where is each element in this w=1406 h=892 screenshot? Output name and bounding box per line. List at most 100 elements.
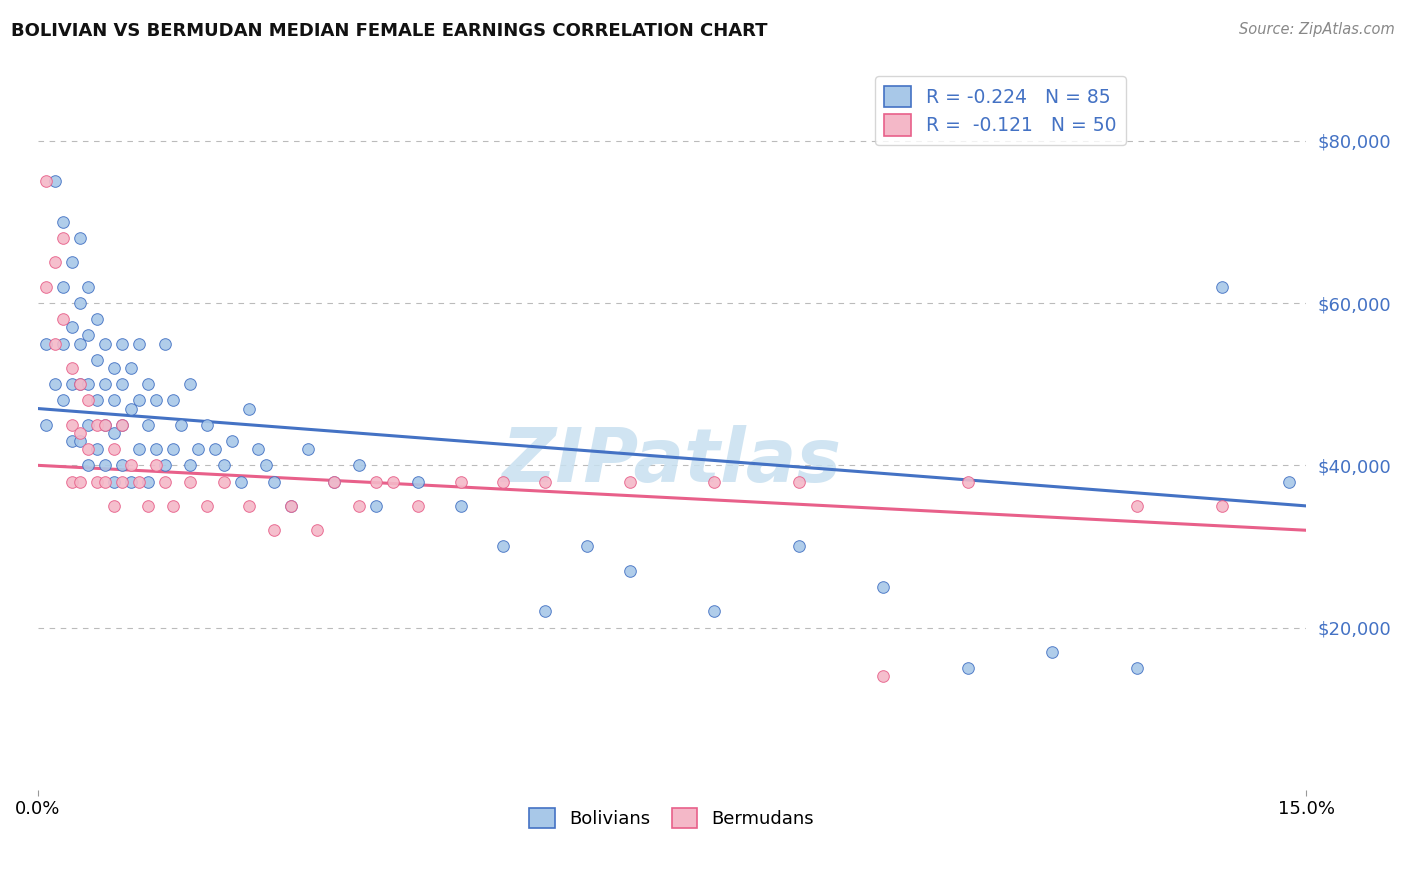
- Point: [179, 458, 201, 473]
- Point: [1126, 661, 1149, 675]
- Point: [44, 377, 66, 392]
- Point: [956, 661, 979, 675]
- Point: [77, 417, 100, 432]
- Point: [120, 401, 142, 416]
- Point: [128, 442, 150, 456]
- Point: [77, 393, 100, 408]
- Point: [103, 499, 125, 513]
- Point: [103, 475, 125, 489]
- Point: [956, 475, 979, 489]
- Point: [254, 458, 277, 473]
- Point: [60, 417, 83, 432]
- Point: [364, 499, 387, 513]
- Point: [305, 523, 328, 537]
- Point: [872, 669, 894, 683]
- Point: [103, 393, 125, 408]
- Point: [534, 475, 557, 489]
- Point: [406, 499, 429, 513]
- Point: [35, 417, 58, 432]
- Point: [111, 417, 134, 432]
- Point: [153, 475, 176, 489]
- Point: [86, 352, 108, 367]
- Point: [534, 604, 557, 618]
- Point: [69, 434, 91, 448]
- Point: [195, 499, 218, 513]
- Point: [246, 442, 269, 456]
- Point: [136, 475, 159, 489]
- Point: [364, 475, 387, 489]
- Point: [238, 401, 260, 416]
- Point: [60, 255, 83, 269]
- Point: [153, 458, 176, 473]
- Point: [1211, 499, 1233, 513]
- Point: [44, 174, 66, 188]
- Point: [44, 336, 66, 351]
- Point: [153, 336, 176, 351]
- Point: [86, 475, 108, 489]
- Point: [35, 174, 58, 188]
- Point: [195, 417, 218, 432]
- Point: [60, 475, 83, 489]
- Point: [229, 475, 252, 489]
- Point: [187, 442, 209, 456]
- Point: [322, 475, 344, 489]
- Point: [128, 393, 150, 408]
- Point: [162, 499, 184, 513]
- Point: [111, 377, 134, 392]
- Point: [69, 377, 91, 392]
- Point: [703, 604, 725, 618]
- Point: [69, 425, 91, 440]
- Point: [381, 475, 404, 489]
- Point: [221, 434, 243, 448]
- Point: [136, 377, 159, 392]
- Point: [94, 336, 117, 351]
- Point: [238, 499, 260, 513]
- Point: [60, 434, 83, 448]
- Point: [347, 458, 370, 473]
- Point: [787, 475, 810, 489]
- Text: BOLIVIAN VS BERMUDAN MEDIAN FEMALE EARNINGS CORRELATION CHART: BOLIVIAN VS BERMUDAN MEDIAN FEMALE EARNI…: [11, 22, 768, 40]
- Legend: Bolivians, Bermudans: Bolivians, Bermudans: [522, 800, 821, 836]
- Point: [111, 458, 134, 473]
- Point: [77, 442, 100, 456]
- Point: [162, 393, 184, 408]
- Point: [136, 499, 159, 513]
- Point: [450, 499, 472, 513]
- Point: [322, 475, 344, 489]
- Point: [576, 540, 599, 554]
- Point: [170, 417, 193, 432]
- Point: [69, 475, 91, 489]
- Point: [263, 475, 285, 489]
- Point: [280, 499, 302, 513]
- Point: [1126, 499, 1149, 513]
- Point: [619, 475, 641, 489]
- Point: [94, 458, 117, 473]
- Point: [1211, 280, 1233, 294]
- Point: [145, 393, 167, 408]
- Point: [212, 458, 235, 473]
- Text: Source: ZipAtlas.com: Source: ZipAtlas.com: [1239, 22, 1395, 37]
- Point: [103, 361, 125, 376]
- Point: [703, 475, 725, 489]
- Point: [263, 523, 285, 537]
- Point: [86, 393, 108, 408]
- Point: [35, 336, 58, 351]
- Point: [492, 540, 515, 554]
- Point: [872, 580, 894, 594]
- Point: [179, 475, 201, 489]
- Point: [94, 475, 117, 489]
- Point: [103, 425, 125, 440]
- Point: [347, 499, 370, 513]
- Point: [69, 231, 91, 245]
- Point: [204, 442, 226, 456]
- Point: [162, 442, 184, 456]
- Point: [86, 312, 108, 326]
- Point: [52, 231, 75, 245]
- Point: [128, 475, 150, 489]
- Point: [86, 442, 108, 456]
- Point: [1278, 475, 1301, 489]
- Point: [77, 328, 100, 343]
- Point: [787, 540, 810, 554]
- Point: [69, 296, 91, 310]
- Point: [60, 320, 83, 334]
